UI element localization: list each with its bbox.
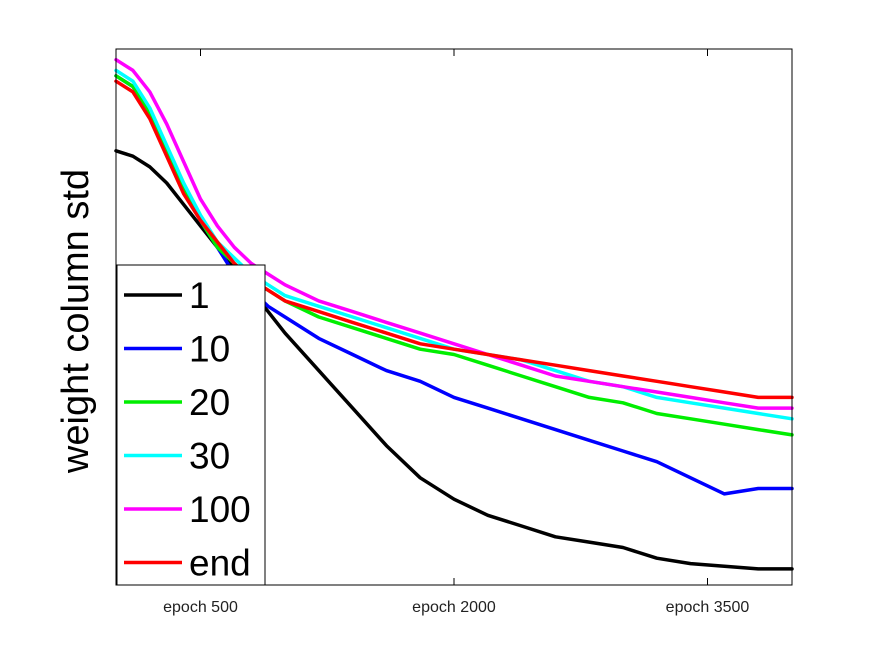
series-line-100 [114, 57, 794, 410]
x-tick-label: epoch 500 [163, 599, 238, 616]
legend-box [116, 264, 266, 586]
x-tick-label: epoch 3500 [666, 599, 750, 616]
legend: 1 10 20 30 100 end [116, 264, 266, 586]
x-tick-label: epoch 2000 [412, 599, 496, 616]
x-axis-ticks: epoch 500 epoch 2000 epoch 3500 [163, 49, 749, 616]
legend-label: 10 [189, 329, 230, 370]
series-line-end [114, 79, 794, 400]
legend-label: 100 [189, 489, 251, 530]
legend-label: 1 [189, 275, 210, 316]
legend-label: 20 [189, 382, 230, 423]
series-line-1 [114, 149, 794, 571]
y-axis-label: weight column std [55, 169, 97, 474]
series-line-30 [114, 68, 794, 421]
series-layer [114, 57, 794, 571]
legend-label: 30 [189, 436, 230, 477]
legend-label: end [189, 543, 251, 584]
series-line-20 [114, 74, 794, 437]
